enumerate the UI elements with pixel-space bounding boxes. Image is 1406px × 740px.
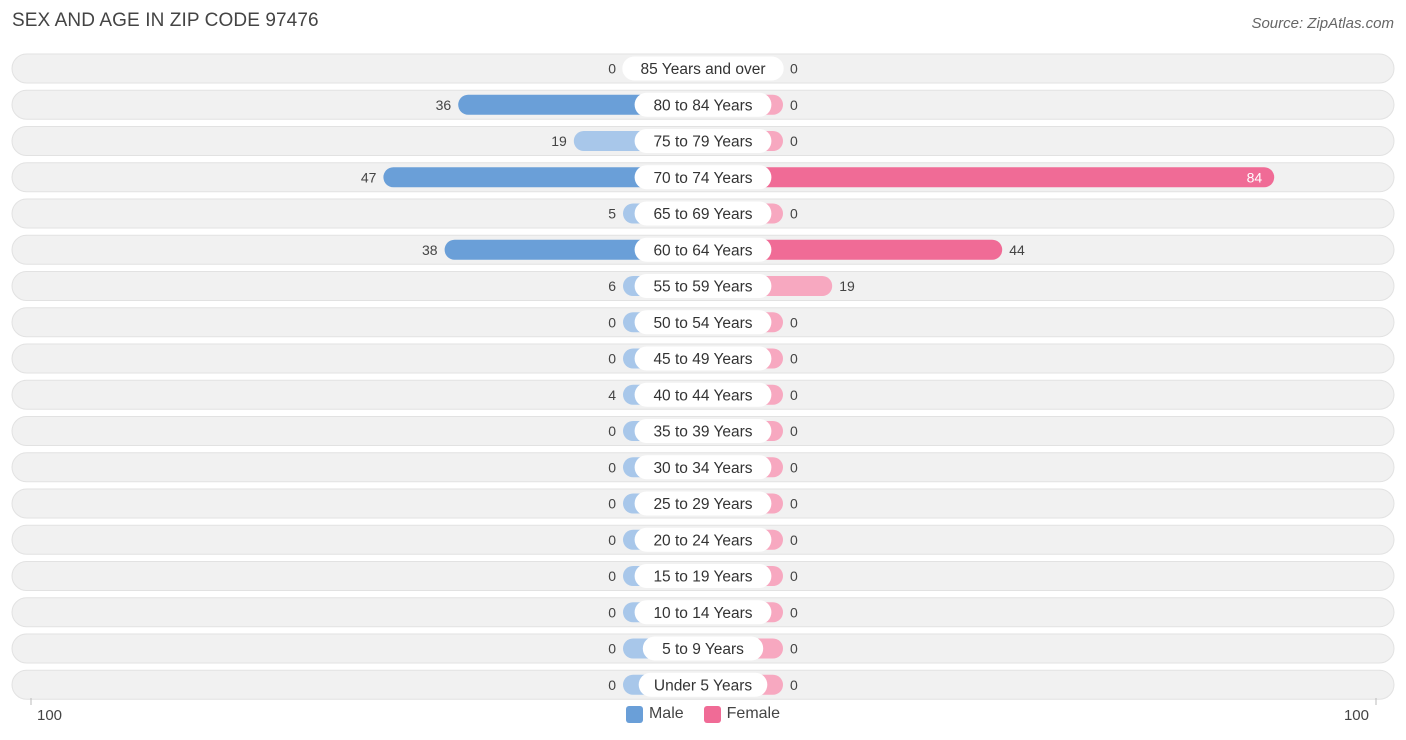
value-label-female: 0: [790, 351, 798, 367]
category-label: 55 to 59 Years: [653, 279, 752, 296]
category-label-pill: [634, 346, 772, 371]
category-label: 60 to 64 Years: [653, 242, 752, 259]
value-label-male: 0: [608, 459, 616, 475]
legend-label-male: Male: [648, 705, 684, 722]
category-label-pill: [642, 636, 764, 661]
value-label-female: 0: [790, 97, 798, 113]
category-label-pill: [634, 129, 772, 153]
category-label-pill: [634, 564, 772, 588]
category-label-pill: [634, 382, 772, 407]
value-label-female: 0: [790, 568, 798, 584]
category-label: 20 to 24 Years: [653, 532, 752, 549]
value-label-male: 38: [422, 242, 438, 258]
category-label: 15 to 19 Years: [653, 569, 752, 586]
category-label: 45 to 49 Years: [653, 351, 752, 368]
category-label: 25 to 29 Years: [653, 496, 752, 513]
value-label-female: 84: [1247, 169, 1263, 185]
category-label: 65 to 69 Years: [653, 206, 752, 223]
category-label: 50 to 54 Years: [653, 315, 752, 332]
value-label-male: 0: [608, 677, 616, 693]
value-label-male: 5: [608, 206, 616, 222]
value-label-female: 0: [790, 641, 798, 657]
value-label-male: 47: [361, 169, 377, 185]
legend-label-female: Female: [726, 705, 781, 722]
category-label-pill: [638, 672, 768, 697]
value-label-female: 0: [790, 133, 798, 149]
value-label-male: 0: [608, 604, 616, 620]
value-label-male: 6: [608, 278, 616, 294]
value-label-female: 0: [790, 459, 798, 475]
value-label-male: 0: [608, 532, 616, 548]
category-label-pill: [634, 165, 772, 190]
value-label-male: 0: [608, 314, 616, 330]
value-label-female: 19: [839, 278, 855, 294]
category-label-pill: [634, 274, 772, 298]
axis-label-right: 100: [1343, 707, 1369, 724]
category-label: 85 Years and over: [641, 61, 766, 78]
value-label-female: 0: [790, 677, 798, 693]
source-note: Source: ZipAtlas.com: [1251, 15, 1394, 32]
value-label-female: 0: [790, 387, 798, 403]
legend: Male Female: [0, 705, 1406, 723]
bar-female: [703, 167, 1275, 188]
legend-item-male[interactable]: Male: [625, 705, 684, 723]
category-label-pill: [634, 201, 772, 226]
category-label: 35 to 39 Years: [653, 424, 752, 441]
category-label: 10 to 14 Years: [653, 605, 752, 622]
legend-swatch-male: [625, 705, 643, 723]
value-label-male: 36: [436, 97, 452, 113]
value-label-female: 0: [790, 206, 798, 222]
category-label: 30 to 34 Years: [653, 460, 752, 477]
legend-item-female[interactable]: Female: [703, 705, 781, 723]
category-label-pill: [634, 419, 772, 443]
category-label: 75 to 79 Years: [653, 134, 752, 151]
category-label-pill: [634, 92, 772, 117]
value-label-male: 4: [608, 387, 616, 403]
value-label-male: 0: [608, 568, 616, 584]
value-label-female: 0: [790, 314, 798, 330]
category-label-pill: [634, 491, 772, 516]
value-label-male: 0: [608, 423, 616, 439]
value-label-male: 0: [608, 351, 616, 367]
chart-title: SEX AND AGE IN ZIP CODE 97476: [12, 10, 319, 31]
category-label: 80 to 84 Years: [653, 97, 752, 114]
category-label: 70 to 74 Years: [653, 170, 752, 187]
value-label-female: 44: [1009, 242, 1025, 258]
bar-male: [383, 167, 703, 188]
value-label-male: 0: [608, 641, 616, 657]
population-pyramid-chart: 85 Years and over 0 0 80 to 84 Years 36 0 75 t…: [11, 53, 1395, 705]
value-label-male: 19: [551, 133, 567, 149]
category-label: 40 to 44 Years: [653, 387, 752, 404]
value-label-female: 0: [790, 423, 798, 439]
category-label-pill: [634, 600, 772, 625]
category-label: Under 5 Years: [654, 677, 752, 694]
value-label-female: 0: [790, 496, 798, 512]
value-label-female: 0: [790, 532, 798, 548]
legend-swatch-female: [703, 705, 721, 723]
axis-label-left: 100: [37, 707, 63, 724]
category-label-pill: [634, 455, 772, 480]
category-label-pill: [634, 310, 772, 335]
category-label-pill: [634, 237, 772, 262]
value-label-male: 0: [608, 61, 616, 77]
value-label-female: 0: [790, 61, 798, 77]
bar-female: [703, 239, 1003, 260]
value-label-male: 0: [608, 496, 616, 512]
category-label-pill: [622, 56, 784, 81]
category-label: 5 to 9 Years: [662, 641, 744, 658]
value-label-female: 0: [790, 604, 798, 620]
category-label-pill: [634, 527, 772, 552]
